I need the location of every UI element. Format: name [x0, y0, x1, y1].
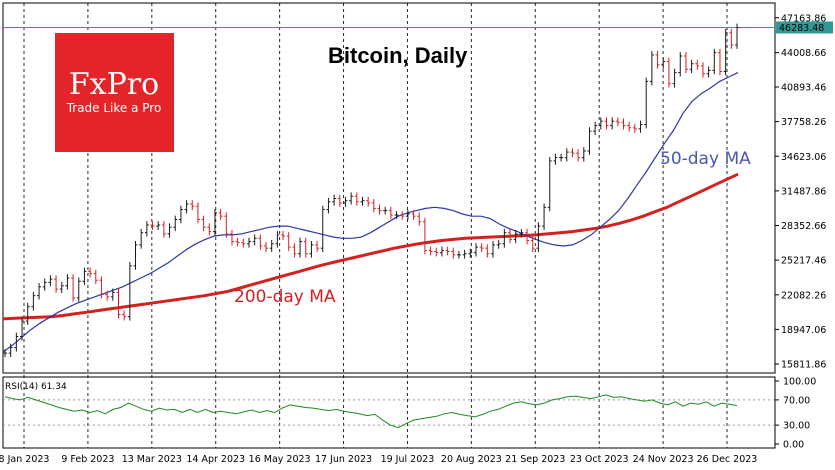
x-tick-label: 26 Dec 2023: [697, 454, 758, 465]
y-tick-label: 22082.26: [781, 290, 826, 301]
x-tick-label: 8 Jan 2023: [0, 454, 49, 465]
y-tick-label: 37758.26: [781, 117, 826, 128]
y-tick-label: 34623.06: [781, 152, 826, 163]
current-price-label: 46283.48: [779, 23, 824, 34]
rsi-panel: [3, 394, 775, 429]
x-tick-label: 13 Mar 2023: [122, 454, 182, 465]
x-tick-label: 21 Sep 2023: [505, 454, 565, 465]
logo-brand: FxPro: [69, 67, 159, 102]
rsi-tick-label: 30.00: [783, 421, 810, 432]
ma200-label: 200-day MA: [234, 287, 336, 307]
x-tick-label: 23 Oct 2023: [570, 454, 629, 465]
logo-background: [55, 33, 174, 152]
rsi-label: RSI(14) 61.34: [5, 382, 67, 392]
y-tick-label: 15811.86: [781, 360, 826, 371]
x-tick-label: 14 Apr 2023: [186, 454, 245, 465]
x-tick-label: 20 Aug 2023: [441, 454, 502, 465]
chart-title: Bitcoin, Daily: [328, 43, 468, 68]
x-tick-label: 17 Jun 2023: [315, 454, 372, 465]
rsi-tick-label: 70.00: [783, 395, 810, 406]
price-panel: [2, 23, 775, 357]
y-tick-label: 28352.66: [781, 221, 826, 232]
price-plot-frame: [2, 2, 776, 374]
axes: 8 Jan 2023 9 Feb 2023 13 Mar 2023 14 Apr 20…: [0, 13, 833, 465]
x-tick-label: 16 May 2023: [249, 454, 311, 465]
rsi-line: [4, 394, 738, 429]
fxpro-logo: FxPro Trade Like a Pro: [55, 33, 174, 152]
x-tick-label: 9 Feb 2023: [61, 454, 114, 465]
rsi-plot-frame: [2, 376, 776, 449]
y-tick-label: 40893.46: [781, 83, 826, 94]
ma50-line: [2, 72, 739, 353]
x-tick-label: 24 Nov 2023: [633, 454, 694, 465]
ma50-label: 50-day MA: [660, 149, 751, 169]
x-tick-label: 19 Jul 2023: [381, 454, 435, 465]
y-tick-label: 47163.86: [781, 13, 826, 24]
rsi-tick-label: 0.00: [783, 440, 804, 451]
y-tick-label: 31487.86: [781, 186, 826, 197]
logo-tagline: Trade Like a Pro: [66, 101, 162, 115]
current-price-badge: [776, 21, 833, 34]
rsi-tick-label: 100.00: [783, 377, 816, 388]
y-tick-label: 44008.66: [781, 48, 826, 59]
y-tick-label: 25217.46: [781, 256, 826, 267]
ma200-line: [2, 172, 739, 321]
y-tick-label: 18947.06: [781, 325, 826, 336]
